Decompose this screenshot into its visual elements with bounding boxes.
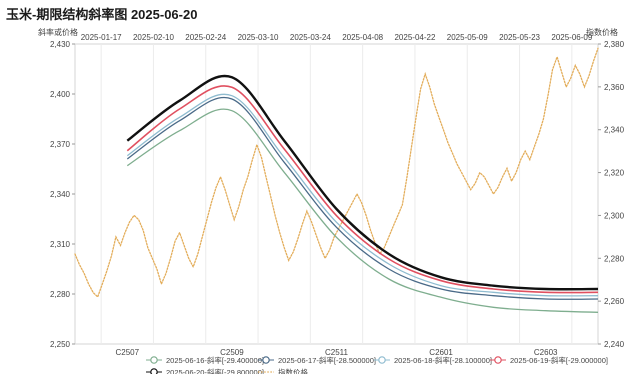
- y-left-tick-4: 2,370: [50, 140, 71, 149]
- legend-label-0: 2025-06-16-斜率[-29.400000]: [166, 355, 264, 365]
- legend-label-2: 2025-06-18-斜率[-28.100000]: [394, 355, 492, 365]
- series-line-2: [126, 93, 599, 297]
- y-right-tick-1: 2,260: [604, 297, 625, 306]
- top-date-tick-2: 2025-02-24: [185, 33, 226, 42]
- y-right-tick-3: 2,300: [604, 211, 625, 220]
- y-axis-left-label: 斜率或价格: [38, 28, 78, 37]
- top-date-tick-5: 2025-04-08: [342, 33, 383, 42]
- series-layer: [126, 74, 599, 313]
- legend-label-1: 2025-06-17-斜率[-28.500000]: [278, 355, 376, 365]
- legend-marker-1: [262, 356, 270, 364]
- top-date-tick-8: 2025-05-23: [499, 33, 540, 42]
- y-left-tick-0: 2,250: [50, 340, 71, 349]
- series-line-0: [126, 108, 599, 313]
- y-axis-right-label: 指数价格: [586, 28, 618, 37]
- top-date-tick-3: 2025-03-10: [238, 33, 279, 42]
- y-left-tick-5: 2,400: [50, 90, 71, 99]
- top-date-tick-6: 2025-04-22: [394, 33, 435, 42]
- y-right-tick-6: 2,360: [604, 83, 625, 92]
- chart-title: 玉米-期限结构斜率图 2025-06-20: [6, 7, 198, 22]
- legend-label-5: 指数价格: [278, 367, 308, 374]
- series-line-1: [126, 96, 599, 300]
- legend-marker-0: [150, 356, 158, 364]
- legend-marker-4: [150, 368, 158, 374]
- y-left-tick-2: 2,310: [50, 240, 71, 249]
- grid-layer: [100, 44, 573, 344]
- index-layer: [74, 47, 599, 299]
- series-line-3: [126, 85, 599, 294]
- y-right-tick-5: 2,340: [604, 126, 625, 135]
- y-right-tick-2: 2,280: [604, 254, 625, 263]
- contract-tick-C2509: C2509: [220, 348, 244, 357]
- legend-marker-2: [378, 356, 386, 364]
- top-date-tick-1: 2025-02-10: [133, 33, 174, 42]
- axis-layer: 2025-01-17 2025-02-10 2025-02-24 2025-03-10…: [50, 33, 625, 357]
- index-price-line: [74, 47, 599, 299]
- y-left-tick-6: 2,430: [50, 40, 71, 49]
- contract-tick-C2511: C2511: [325, 348, 349, 357]
- y-right-tick-0: 2,240: [604, 340, 625, 349]
- y-right-tick-4: 2,320: [604, 169, 625, 178]
- legend-label-3: 2025-06-19-斜率[-29.000000]: [510, 355, 608, 365]
- top-date-tick-0: 2025-01-17: [81, 33, 122, 42]
- legend: 2025-06-16-斜率[-29.400000] 2025-06-17-斜率[-…: [146, 355, 608, 374]
- y-right-tick-7: 2,380: [604, 40, 625, 49]
- top-date-tick-4: 2025-03-24: [290, 33, 331, 42]
- legend-label-4: 2025-06-20-斜率[-29.800000]: [166, 367, 264, 374]
- top-date-tick-9: 2025-06-09: [551, 33, 592, 42]
- legend-marker-3: [494, 356, 502, 364]
- series-line-4: [126, 74, 599, 291]
- y-left-tick-1: 2,280: [50, 290, 71, 299]
- contract-tick-C2507: C2507: [116, 348, 140, 357]
- contract-tick-C2601: C2601: [429, 348, 453, 357]
- top-date-tick-7: 2025-05-09: [447, 33, 488, 42]
- y-left-tick-3: 2,340: [50, 190, 71, 199]
- contract-tick-C2603: C2603: [534, 348, 558, 357]
